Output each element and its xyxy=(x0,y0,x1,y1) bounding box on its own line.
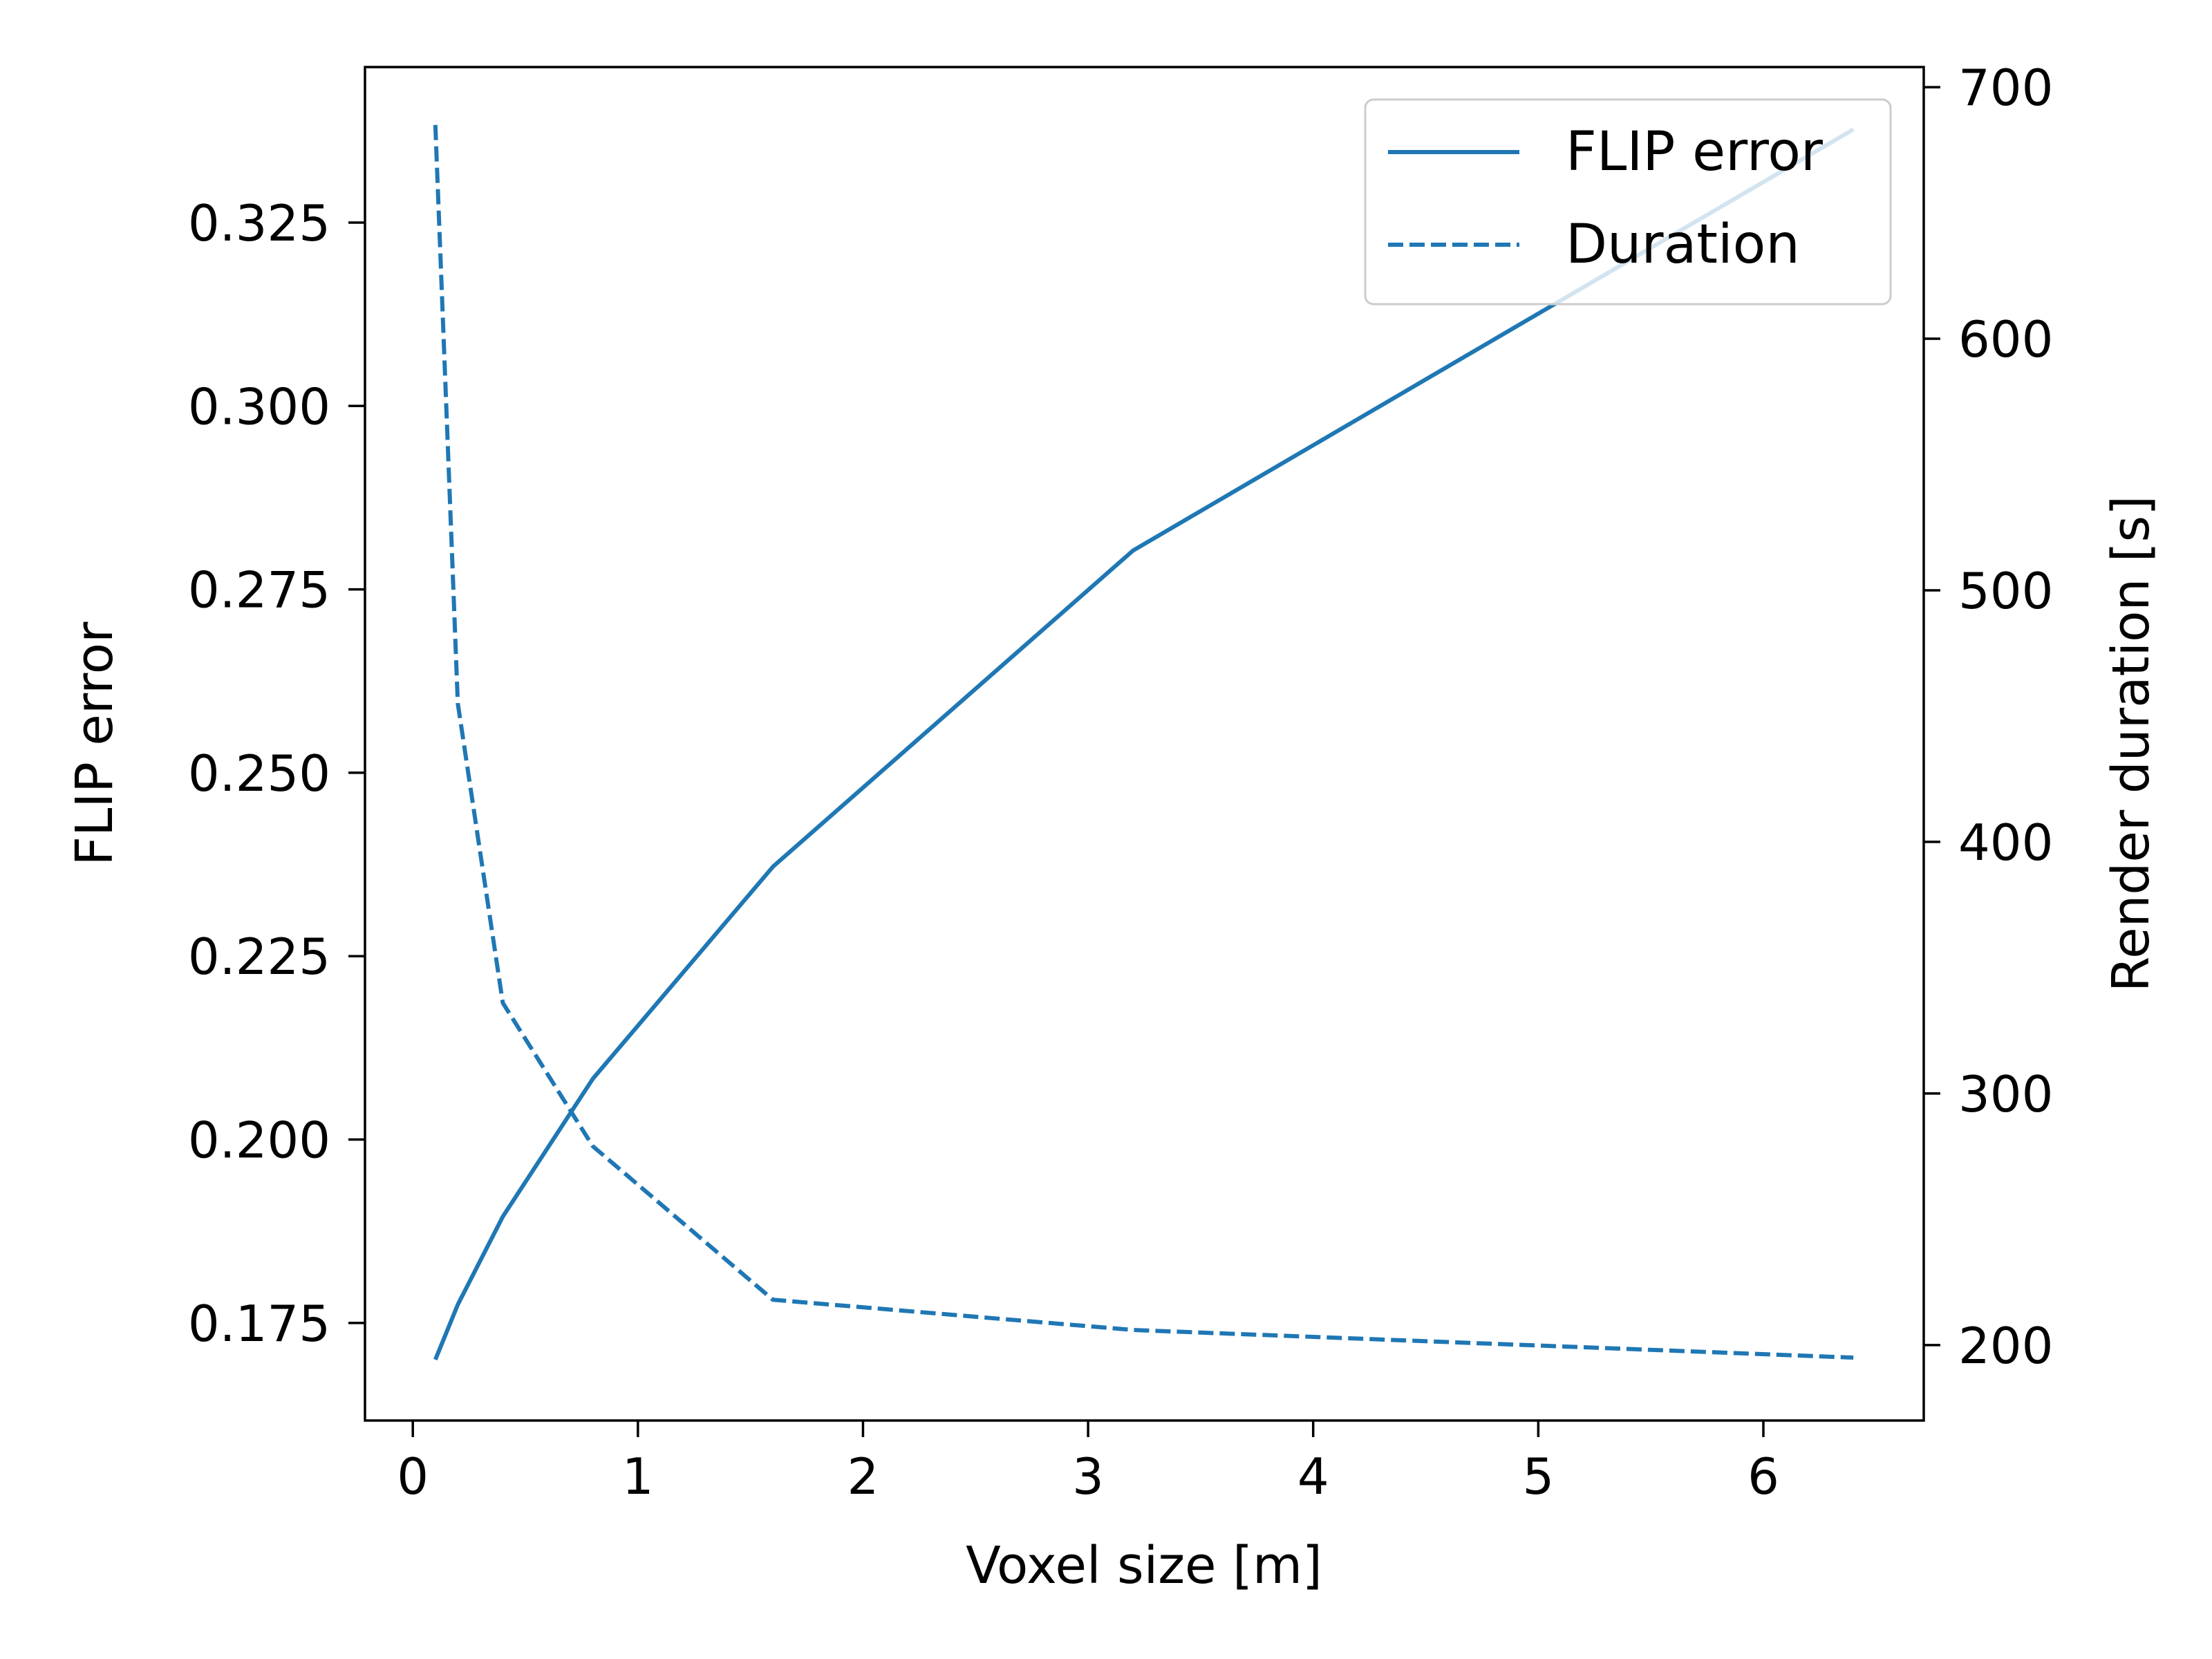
series-layer xyxy=(433,124,1855,1361)
right-y-tick-label: 400 xyxy=(1958,814,2053,872)
x-tick-label: 1 xyxy=(622,1447,654,1506)
right-y-axis-label: Render duration [s] xyxy=(2101,496,2161,992)
x-tick-label: 5 xyxy=(1522,1447,1554,1506)
left-y-tick-label: 0.225 xyxy=(188,928,330,986)
x-tick-label: 2 xyxy=(847,1447,879,1506)
x-axis-ticks: 0 1 2 3 4 5 6 xyxy=(397,1421,1779,1506)
left-y-tick-label: 0.175 xyxy=(188,1295,330,1353)
legend-label-duration: Duration xyxy=(1566,214,1800,276)
x-tick-label: 4 xyxy=(1297,1447,1329,1506)
left-y-axis-ticks: 0.175 0.200 0.225 0.250 0.275 0.300 0.325 xyxy=(188,194,365,1353)
x-tick-label: 0 xyxy=(397,1447,429,1506)
left-y-tick-label: 0.200 xyxy=(188,1112,330,1170)
left-y-tick-label: 0.250 xyxy=(188,744,330,803)
left-y-tick-label: 0.325 xyxy=(188,194,330,252)
x-tick-label: 6 xyxy=(1747,1447,1779,1506)
flip-error-line xyxy=(433,127,1855,1361)
right-y-tick-label: 500 xyxy=(1958,562,2053,620)
duration-line xyxy=(433,124,1854,1360)
x-axis-label: Voxel size [m] xyxy=(966,1536,1322,1595)
left-y-tick-label: 0.300 xyxy=(188,377,330,435)
right-y-tick-label: 600 xyxy=(1958,310,2053,368)
left-y-axis-label: FLIP error xyxy=(65,621,124,865)
right-y-tick-label: 700 xyxy=(1958,59,2053,117)
legend-label-flip-error: FLIP error xyxy=(1566,121,1824,183)
x-tick-label: 3 xyxy=(1072,1447,1104,1506)
legend: FLIP error Duration xyxy=(1364,98,1892,306)
left-y-tick-label: 0.275 xyxy=(188,561,330,619)
plot-frame xyxy=(364,66,1925,1422)
right-y-tick-label: 200 xyxy=(1958,1317,2053,1375)
right-y-tick-label: 300 xyxy=(1958,1065,2053,1123)
right-y-axis-ticks: 200 300 400 500 600 700 xyxy=(1924,59,2053,1375)
